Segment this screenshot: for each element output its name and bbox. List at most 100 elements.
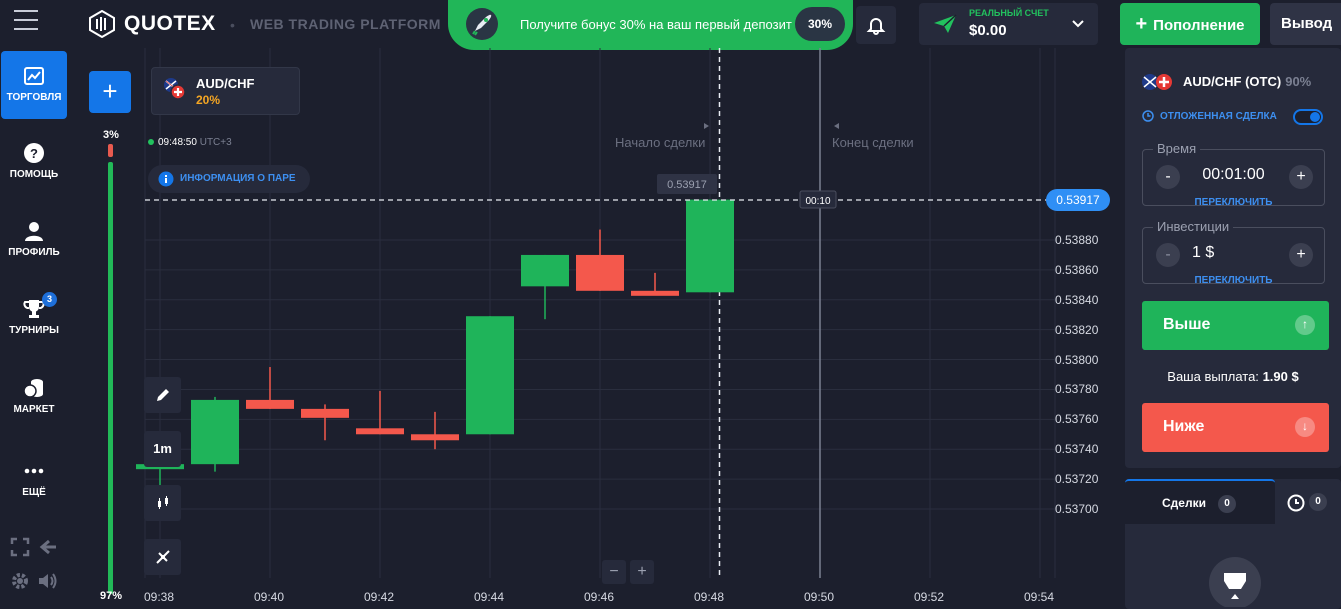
plus-icon: + bbox=[1135, 13, 1148, 35]
trophy-icon bbox=[23, 300, 45, 318]
add-pair-button[interactable]: + bbox=[89, 71, 131, 113]
bonus-percent-badge: 30% bbox=[795, 7, 845, 41]
withdraw-button[interactable]: Вывод bbox=[1270, 3, 1341, 45]
back-arrow-icon[interactable] bbox=[38, 537, 58, 557]
nav-item-more[interactable]: ЕЩЁ bbox=[0, 460, 68, 498]
more-icon bbox=[24, 468, 44, 474]
candles-icon bbox=[157, 496, 168, 509]
indicators-button[interactable] bbox=[144, 539, 181, 575]
panel-payout-percent: 90% bbox=[1285, 74, 1312, 89]
indicators-icon bbox=[155, 550, 170, 564]
candle-body bbox=[411, 434, 459, 441]
price-chart[interactable]: Начало сделки Конец сделки 0.53917 00:10 0.5… bbox=[68, 48, 1125, 609]
deposit-button[interactable]: + Пополнение bbox=[1120, 3, 1260, 45]
countdown-label: 00:10 bbox=[805, 196, 830, 207]
top-bar: QUOTEX • WEB TRADING PLATFORM Получите б… bbox=[68, 0, 1341, 50]
tab-pending-trades[interactable]: 0 bbox=[1275, 479, 1341, 524]
fullscreen-icon[interactable] bbox=[10, 537, 30, 557]
bonus-text: Получите бонус 30% на ваш первый депозит bbox=[520, 16, 792, 32]
time-minus-button[interactable]: - bbox=[1156, 165, 1180, 189]
pair-tab[interactable]: AUD/CHF 20% bbox=[151, 67, 300, 115]
candle-body bbox=[356, 428, 404, 435]
chart-type-button[interactable] bbox=[144, 485, 181, 521]
lower-button[interactable]: Ниже ↓ bbox=[1142, 403, 1329, 452]
zoom-out-button[interactable]: − bbox=[602, 560, 626, 584]
price-tick-label: 0.53780 bbox=[1055, 382, 1099, 397]
arrow-left-icon bbox=[834, 123, 839, 129]
investment-switch-link[interactable]: ПЕРЕКЛЮЧИТЬ bbox=[1194, 275, 1273, 286]
chevron-down-icon bbox=[1072, 20, 1084, 28]
candle-body bbox=[466, 316, 514, 435]
nav-label: ЕЩЁ bbox=[22, 487, 46, 498]
zoom-in-button[interactable]: + bbox=[630, 560, 654, 584]
deposit-label: Пополнение bbox=[1153, 17, 1245, 34]
pending-label: ОТЛОЖЕННАЯ СДЕЛКА bbox=[1160, 110, 1277, 122]
notifications-button[interactable] bbox=[856, 6, 896, 44]
time-value[interactable]: 00:01:00 bbox=[1202, 166, 1265, 183]
time-switch-link[interactable]: ПЕРЕКЛЮЧИТЬ bbox=[1194, 197, 1273, 208]
time-tick-label: 09:54 bbox=[1024, 590, 1055, 604]
pencil-icon bbox=[156, 389, 169, 401]
investment-minus-button[interactable]: - bbox=[1156, 243, 1180, 267]
bonus-banner[interactable]: Получите бонус 30% на ваш первый депозит… bbox=[448, 0, 853, 50]
candle-body bbox=[246, 399, 294, 409]
time-tick-label: 09:42 bbox=[364, 590, 395, 604]
aud-chf-flag-icon bbox=[164, 78, 186, 100]
higher-label: Выше bbox=[1163, 316, 1211, 333]
pending-trade-label: ОТЛОЖЕННАЯ СДЕЛКА bbox=[1142, 110, 1277, 122]
aud-chf-flag-icon bbox=[1142, 74, 1172, 90]
clock-icon bbox=[1142, 110, 1154, 122]
nav-item-market[interactable]: МАРКЕТ bbox=[0, 377, 68, 415]
candle-body bbox=[631, 290, 679, 296]
logo[interactable]: QUOTEX bbox=[88, 10, 216, 38]
time-field[interactable]: Время - 00:01:00 + ПЕРЕКЛЮЧИТЬ bbox=[1142, 141, 1325, 208]
sentiment-down-bar bbox=[108, 144, 113, 157]
price-tick-label: 0.53720 bbox=[1055, 472, 1099, 487]
panel-pair-name: AUD/CHF (OTC) bbox=[1183, 74, 1282, 89]
arrow-down-icon: ↓ bbox=[1295, 417, 1315, 437]
nav-label: ПОМОЩЬ bbox=[9, 169, 59, 180]
sentiment-up-percent: 97% bbox=[99, 590, 123, 602]
nav-item-help[interactable]: ? ПОМОЩЬ bbox=[0, 142, 68, 180]
trades-label: Сделки bbox=[1162, 496, 1206, 510]
settings-icon[interactable] bbox=[10, 571, 30, 591]
draw-tool-button[interactable] bbox=[144, 377, 181, 413]
time-plus-button[interactable]: + bbox=[1289, 165, 1313, 189]
price-tick-label: 0.53880 bbox=[1055, 233, 1099, 247]
paper-plane-icon bbox=[934, 14, 957, 33]
sound-icon[interactable] bbox=[37, 571, 59, 591]
current-price-tag-bg bbox=[657, 174, 717, 194]
time-tick-label: 09:52 bbox=[914, 590, 945, 604]
arrow-up-icon: ↑ bbox=[1295, 315, 1315, 335]
investment-value[interactable]: 1 $ bbox=[1192, 244, 1215, 261]
nav-item-profile[interactable]: ПРОФИЛЬ bbox=[0, 220, 68, 258]
pending-count-badge: 0 bbox=[1309, 493, 1327, 511]
candle-body bbox=[686, 199, 734, 293]
trade-start-label: Начало сделки bbox=[615, 135, 705, 150]
candle-body bbox=[191, 399, 239, 465]
payout-text: Ваша выплата: bbox=[1167, 369, 1259, 384]
timeframe-button[interactable]: 1m bbox=[144, 431, 181, 467]
account-type: РЕАЛЬНЫЙ СЧЕТ bbox=[969, 8, 1049, 18]
separator-dot: • bbox=[230, 17, 235, 33]
account-selector[interactable]: РЕАЛЬНЫЙ СЧЕТ $0.00 bbox=[919, 3, 1098, 45]
empty-trades-icon bbox=[1209, 557, 1261, 607]
tab-trades[interactable]: Сделки 0 bbox=[1125, 479, 1275, 524]
candle-body bbox=[301, 408, 349, 418]
coins-icon bbox=[23, 379, 43, 398]
current-price-badge-bg bbox=[1046, 189, 1110, 211]
higher-button[interactable]: Выше ↑ bbox=[1142, 301, 1329, 350]
chart-area[interactable]: Начало сделки Конец сделки 0.53917 00:10 0.5… bbox=[68, 48, 1125, 609]
menu-icon[interactable] bbox=[14, 10, 38, 30]
time-tick-label: 09:44 bbox=[474, 590, 505, 604]
pending-trade-toggle[interactable] bbox=[1293, 109, 1323, 125]
investment-field[interactable]: Инвестиции - 1 $ + ПЕРЕКЛЮЧИТЬ bbox=[1142, 219, 1325, 286]
live-dot-icon bbox=[148, 139, 154, 145]
investment-plus-button[interactable]: + bbox=[1289, 243, 1313, 267]
nav-label: МАРКЕТ bbox=[13, 404, 55, 415]
nav-item-tournaments[interactable]: 3 ТУРНИРЫ bbox=[0, 292, 68, 336]
sentiment-up-bar bbox=[108, 162, 113, 594]
price-tick-label: 0.53760 bbox=[1055, 412, 1099, 427]
pair-info-button[interactable]: ИНФОРМАЦИЯ О ПАРЕ bbox=[148, 165, 310, 193]
nav-item-trading[interactable]: ТОРГОВЛЯ bbox=[1, 51, 67, 119]
